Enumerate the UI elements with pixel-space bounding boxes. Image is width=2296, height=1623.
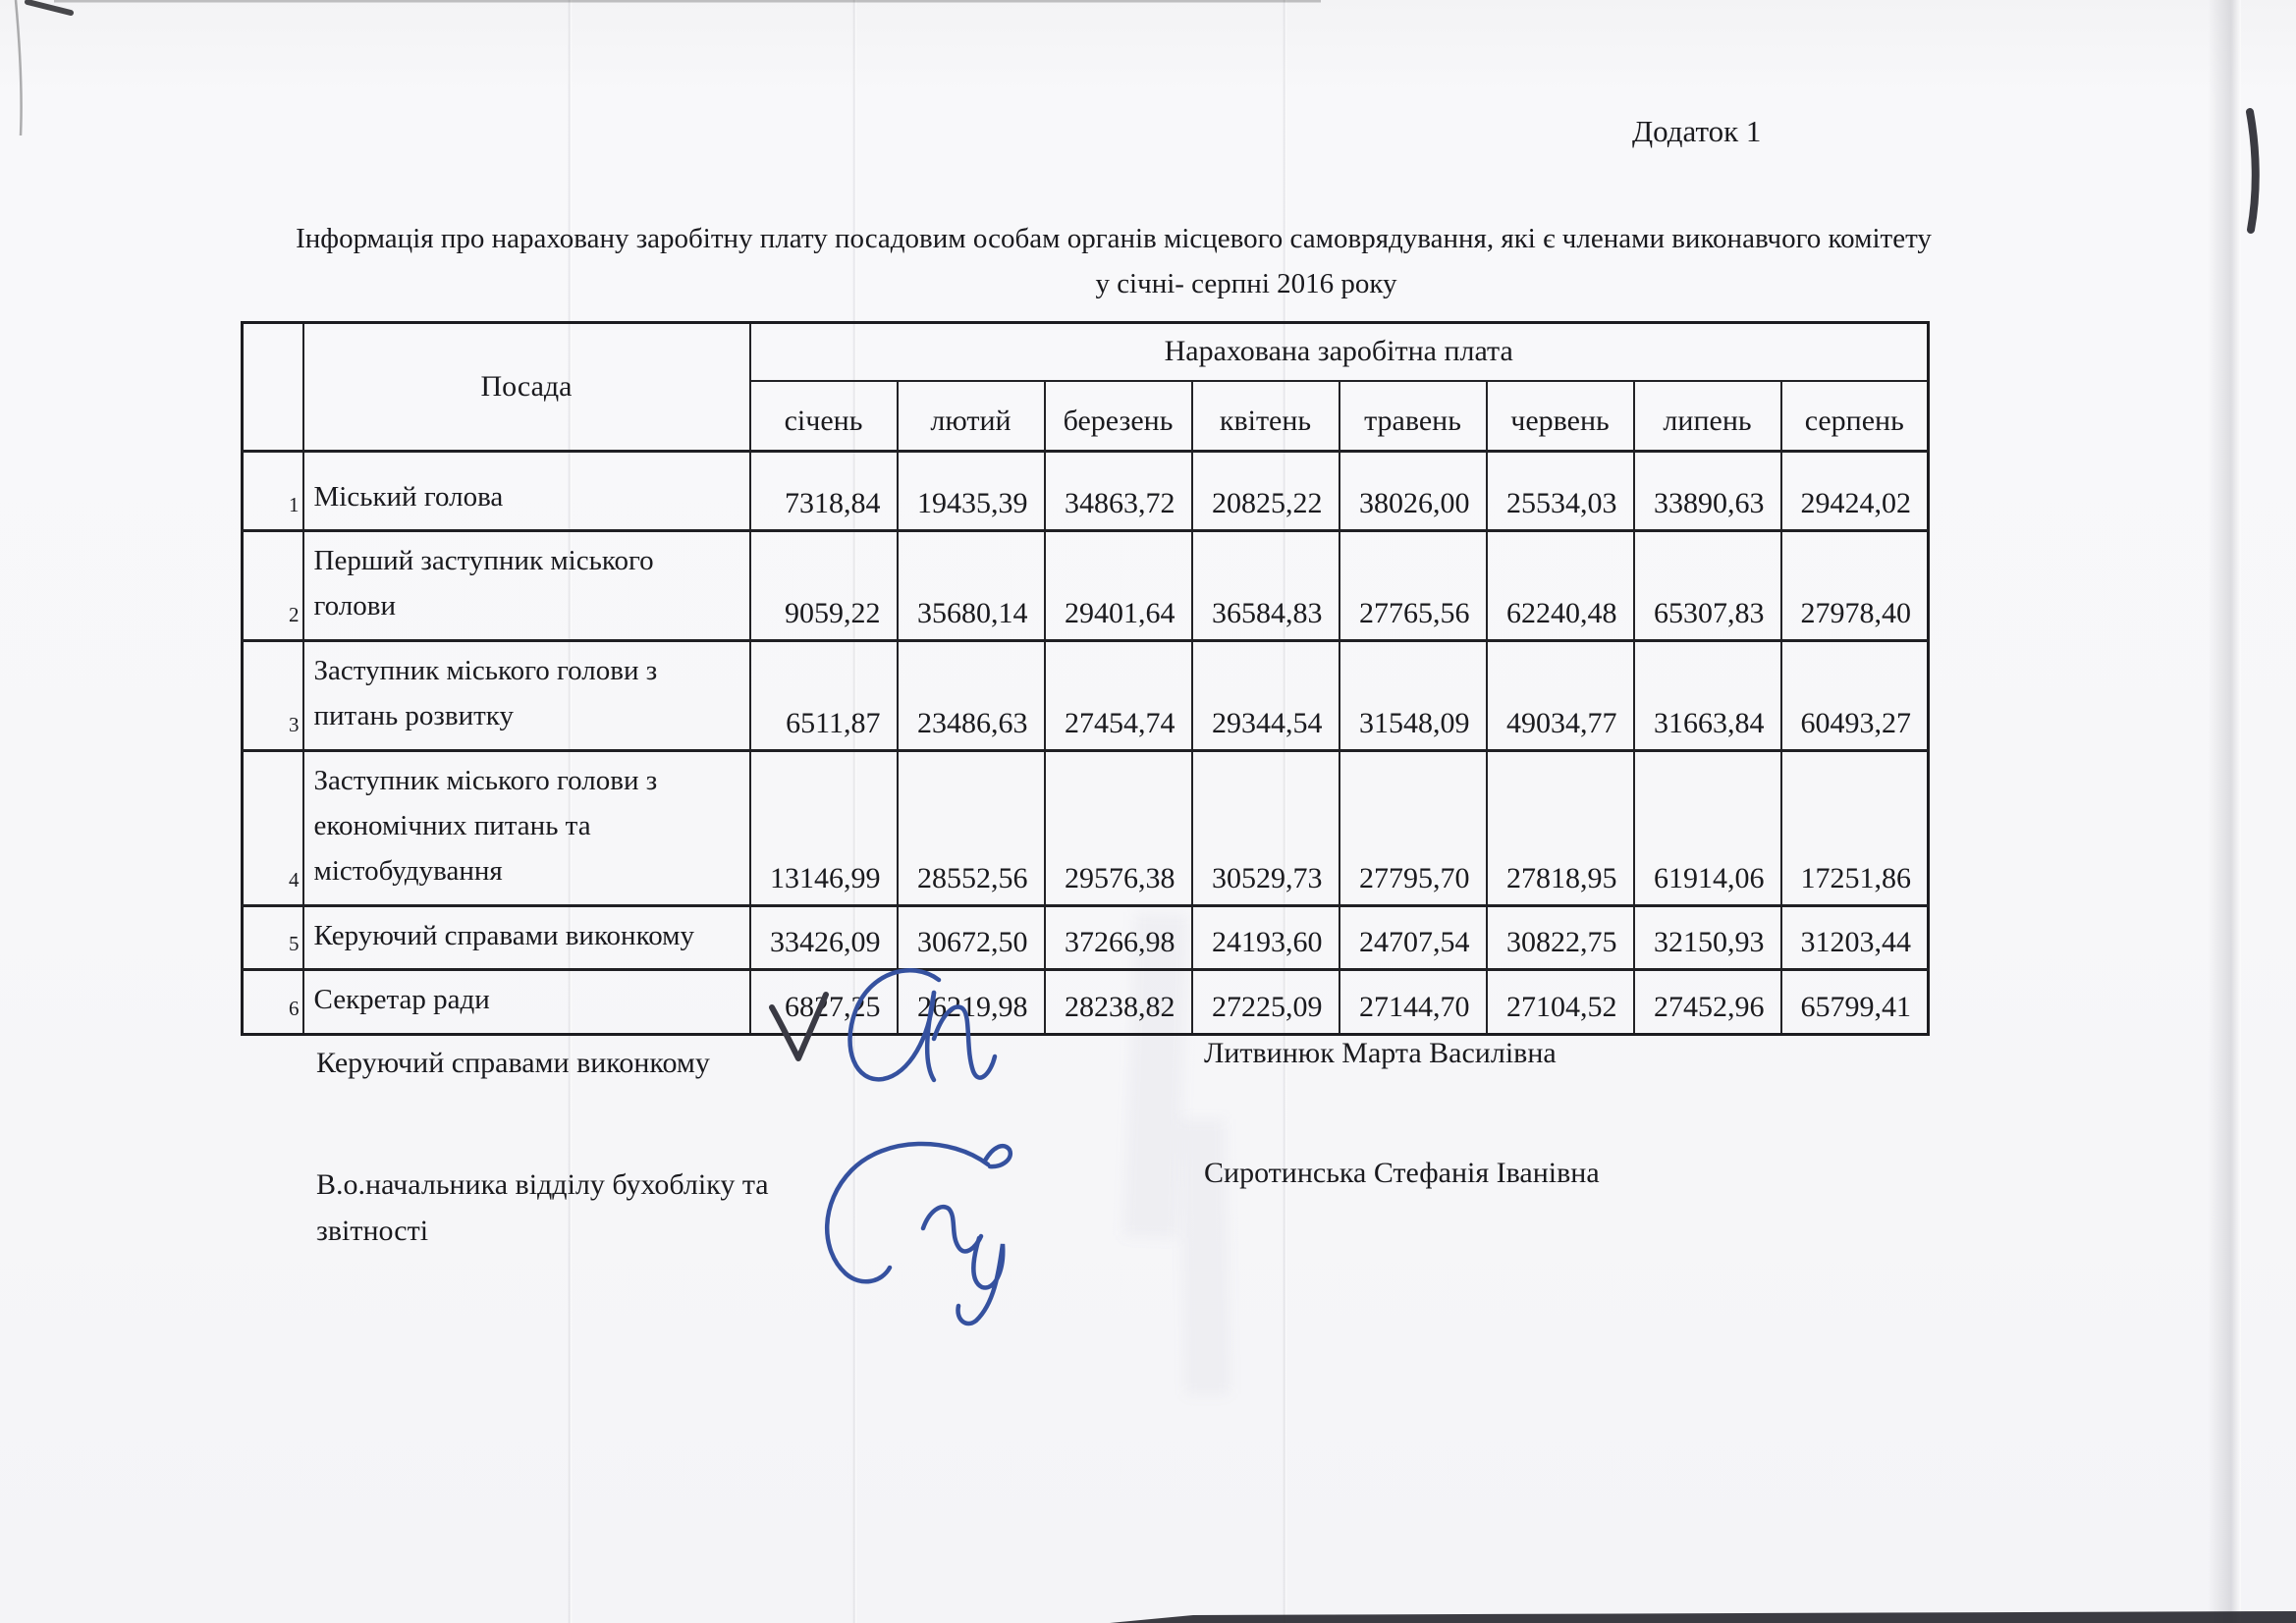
scan-edge-shadow <box>2208 0 2241 1623</box>
salary-value: 9059,22 <box>748 529 899 642</box>
row-number: 2 <box>241 529 304 642</box>
row-number-header <box>241 321 304 453</box>
salary-value: 17251,86 <box>1779 749 1930 907</box>
salary-value: 6827,25 <box>748 968 899 1036</box>
salary-value: 65307,83 <box>1632 529 1782 642</box>
row-number: 1 <box>241 450 304 532</box>
salary-value: 30529,73 <box>1190 749 1340 907</box>
salary-value: 26219,98 <box>896 968 1046 1036</box>
scan-top-edge <box>54 0 1321 3</box>
signature-2 <box>825 1141 1013 1326</box>
salary-value: 31663,84 <box>1632 639 1782 752</box>
row-number: 5 <box>241 904 304 971</box>
annex-label: Додаток 1 <box>1632 114 1762 148</box>
month-header-4: квітень <box>1190 379 1340 453</box>
signer-role-1: Керуючий справами виконкому <box>316 1047 710 1079</box>
salary-value: 29344,54 <box>1190 639 1340 752</box>
position-cell: Заступник міського голови з економічних … <box>301 749 751 907</box>
salary-value: 24193,60 <box>1190 904 1340 971</box>
salary-value: 31548,09 <box>1338 639 1488 752</box>
salary-table: Посада Нарахована заробітна плата січень… <box>241 321 1930 1036</box>
salary-value: 33426,09 <box>748 904 899 971</box>
salary-value: 32150,93 <box>1632 904 1782 971</box>
salary-value: 6511,87 <box>748 639 899 752</box>
position-cell: Секретар ради <box>301 968 751 1036</box>
salary-value: 27454,74 <box>1043 639 1193 752</box>
salary-value: 62240,48 <box>1485 529 1635 642</box>
salary-value: 30672,50 <box>896 904 1046 971</box>
salary-value: 31203,44 <box>1779 904 1930 971</box>
signer-role-2: В.о.начальника відділу бухобліку та звіт… <box>316 1168 769 1247</box>
salary-value: 34863,72 <box>1043 450 1193 532</box>
salary-value: 27765,56 <box>1338 529 1488 642</box>
month-header-8: серпень <box>1779 379 1930 453</box>
month-header-7: липень <box>1632 379 1782 453</box>
title-line-1: Інформація про нараховану заробітну плат… <box>296 223 1932 254</box>
row-number: 4 <box>241 749 304 907</box>
table-row: 5 Керуючий справами виконкому 33426,09 3067… <box>241 904 1930 971</box>
salary-value: 60493,27 <box>1779 639 1930 752</box>
salary-value: 27104,52 <box>1485 968 1635 1036</box>
scan-left-edge <box>14 0 23 136</box>
table-row: 1 Міський голова 7318,84 19435,39 34863,72 20… <box>241 450 1930 532</box>
salary-value: 23486,63 <box>896 639 1046 752</box>
table-row: 4 Заступник міського голови з економічних… <box>241 749 1930 907</box>
position-cell: Перший заступник міського голови <box>301 529 751 642</box>
salary-value: 29576,38 <box>1043 749 1193 907</box>
salary-value: 36584,83 <box>1190 529 1340 642</box>
scan-bottom-edge <box>1110 1611 2296 1623</box>
salary-value: 28238,82 <box>1043 968 1193 1036</box>
salary-value: 29401,64 <box>1043 529 1193 642</box>
position-cell: Міський голова <box>301 450 751 532</box>
salary-value: 27225,09 <box>1190 968 1340 1036</box>
salary-value: 20825,22 <box>1190 450 1340 532</box>
salary-value: 19435,39 <box>896 450 1046 532</box>
salary-value: 30822,75 <box>1485 904 1635 971</box>
month-header-1: січень <box>748 379 899 453</box>
salary-value: 27978,40 <box>1779 529 1930 642</box>
salary-value: 38026,00 <box>1338 450 1488 532</box>
salary-value: 37266,98 <box>1043 904 1193 971</box>
table-row: 2 Перший заступник міського голови 9059,22… <box>241 529 1930 642</box>
salary-value: 33890,63 <box>1632 450 1782 532</box>
month-header-6: червень <box>1485 379 1635 453</box>
salary-value: 27452,96 <box>1632 968 1782 1036</box>
salary-value: 24707,54 <box>1338 904 1488 971</box>
salary-value: 7318,84 <box>748 450 899 532</box>
row-number: 6 <box>241 968 304 1036</box>
position-column-header: Посада <box>301 321 751 453</box>
month-header-5: травень <box>1338 379 1488 453</box>
title-line-2: у січні- серпні 2016 року <box>1095 268 1397 300</box>
salary-value: 27144,70 <box>1338 968 1488 1036</box>
salary-value: 25534,03 <box>1485 450 1635 532</box>
table-row: 6 Секретар ради 6827,25 26219,98 28238,82 272… <box>241 968 1930 1036</box>
month-header-2: лютий <box>896 379 1046 453</box>
salary-value: 29424,02 <box>1779 450 1930 532</box>
month-header-3: березень <box>1043 379 1193 453</box>
salary-value: 28552,56 <box>896 749 1046 907</box>
salary-value: 13146,99 <box>748 749 899 907</box>
salary-group-header: Нарахована заробітна плата <box>748 321 1930 382</box>
salary-value: 27795,70 <box>1338 749 1488 907</box>
salary-value: 27818,95 <box>1485 749 1635 907</box>
scan-corner-mark <box>25 0 74 16</box>
signer-name-1: Литвинюк Марта Василівна <box>1204 1037 1557 1069</box>
document-title: Інформація про нараховану заробітну плат… <box>295 216 1933 307</box>
salary-value: 49034,77 <box>1485 639 1635 752</box>
pen-mark <box>2246 108 2260 234</box>
signer-name-2: Сиротинська Стефанія Іванівна <box>1204 1157 1600 1189</box>
salary-value: 61914,06 <box>1632 749 1782 907</box>
salary-value: 65799,41 <box>1779 968 1930 1036</box>
position-cell: Керуючий справами виконкому <box>301 904 751 971</box>
row-number: 3 <box>241 639 304 752</box>
table-row: 3 Заступник міського голови з питань розв… <box>241 639 1930 752</box>
salary-value: 35680,14 <box>896 529 1046 642</box>
position-cell: Заступник міського голови з питань розви… <box>301 639 751 752</box>
